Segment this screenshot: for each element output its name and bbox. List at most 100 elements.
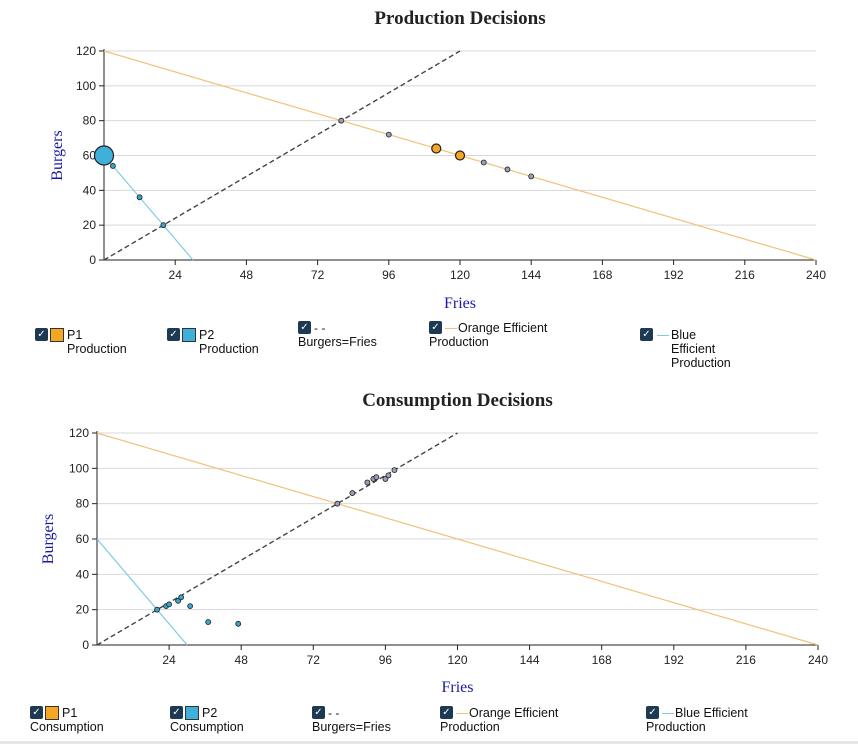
- checkbox-p1-consumption[interactable]: ✓: [30, 706, 43, 719]
- bottom-divider: [0, 741, 858, 744]
- legend-label: P2 Consumption: [170, 706, 244, 734]
- y-tick-label: 0: [82, 638, 89, 652]
- y-tick-label: 100: [69, 461, 89, 475]
- x-tick-label: 144: [520, 653, 540, 667]
- checkbox-burgers-fries[interactable]: ✓: [298, 321, 311, 334]
- p1-point: [364, 479, 371, 486]
- p2-point: [187, 603, 194, 610]
- legend-p2-production[interactable]: ✓ P2 Production: [167, 328, 259, 356]
- x-tick-label: 72: [307, 653, 321, 667]
- x-tick-label: 168: [592, 268, 612, 282]
- legend-swatch-orange: [50, 328, 64, 342]
- y-tick-label: 80: [83, 114, 97, 128]
- x-tick-label: 48: [240, 268, 254, 282]
- checkbox-burgers-fries-2[interactable]: ✓: [312, 706, 325, 719]
- checkbox-p2-consumption[interactable]: ✓: [170, 706, 183, 719]
- p1-point: [454, 150, 466, 161]
- y-tick-label: 40: [83, 183, 97, 197]
- p1-point: [349, 490, 356, 496]
- x-tick-label: 192: [664, 653, 684, 667]
- legend-p2-consumption[interactable]: ✓ P2 Consumption: [170, 706, 265, 734]
- legend-label: Blue Efficient Production: [646, 706, 748, 734]
- p2-point: [205, 619, 212, 625]
- p1-point: [385, 472, 392, 479]
- x-tick-label: 192: [664, 268, 684, 282]
- legend-burgers-fries-2[interactable]: ✓ - - Burgers=Fries: [312, 706, 391, 734]
- y-tick-label: 20: [83, 218, 97, 232]
- y-tick-label: 60: [83, 149, 97, 163]
- p1-point: [431, 143, 442, 154]
- p1-point: [504, 166, 511, 173]
- blue-efficient-line: [103, 155, 194, 261]
- x-tick-label: 216: [736, 653, 756, 667]
- p2-point: [154, 606, 160, 613]
- x-tick-label: 24: [169, 268, 183, 282]
- chart-title: Production Decisions: [374, 8, 545, 29]
- legend-blue-efficient-2[interactable]: ✓ Blue Efficient Production: [646, 706, 786, 734]
- x-tick-label: 120: [450, 268, 470, 282]
- y-axis-label: Burgers: [40, 514, 57, 564]
- legend-label: P1 Production: [67, 328, 127, 356]
- y-axis-label: Burgers: [49, 130, 66, 180]
- legend-p1-production[interactable]: ✓ P1 Production: [35, 328, 127, 356]
- legend-blue-efficient[interactable]: ✓ Blue Efficient Production: [640, 328, 731, 370]
- p2-point: [178, 594, 185, 601]
- y-tick-label: 100: [76, 79, 96, 93]
- legend-burgers-fries[interactable]: ✓ - - Burgers=Fries: [298, 321, 377, 349]
- legend-label: P2 Production: [199, 328, 259, 356]
- consumption-chart: 0 20 40 60 80 100 120 24 48 72 96 120 144 168 192 216 24…: [40, 390, 828, 696]
- blue-line-icon: [662, 713, 674, 714]
- legend-swatch-orange: [45, 706, 59, 720]
- p1-point: [391, 467, 398, 474]
- p2-point: [136, 194, 143, 201]
- p2-point: [166, 601, 173, 608]
- p1-point: [480, 159, 487, 166]
- chart-title: Consumption Decisions: [362, 390, 553, 411]
- x-tick-label: 96: [379, 653, 393, 667]
- y-tick-label: 60: [76, 532, 90, 546]
- y-tick-label: 120: [76, 44, 96, 58]
- x-tick-label: 120: [447, 653, 467, 667]
- orange-line-icon: [445, 328, 457, 329]
- dashed-line-icon: - -: [328, 706, 340, 720]
- x-axis-label: Fries: [444, 295, 476, 312]
- x-tick-label: 240: [806, 268, 826, 282]
- production-chart: 0 20 40 60 80 100 120 24 48 72 96 120 144 168 192 216 24…: [49, 8, 826, 312]
- x-tick-label: 96: [382, 268, 396, 282]
- p2-point: [235, 620, 242, 627]
- checkbox-p2-production[interactable]: ✓: [167, 328, 180, 341]
- legend-orange-efficient-2[interactable]: ✓ Orange Efficient Production: [440, 706, 600, 734]
- p2-point: [93, 145, 115, 166]
- orange-line-icon: [456, 713, 468, 714]
- x-tick-label: 24: [162, 653, 176, 667]
- checkbox-blue-efficient-2[interactable]: ✓: [646, 706, 659, 719]
- y-tick-label: 120: [69, 426, 89, 440]
- legend-label: Burgers=Fries: [312, 720, 391, 734]
- orange-efficient-line: [96, 432, 819, 646]
- x-tick-label: 216: [735, 268, 755, 282]
- checkbox-orange-efficient[interactable]: ✓: [429, 321, 442, 334]
- y-tick-label: 0: [89, 253, 96, 267]
- legend-orange-efficient[interactable]: ✓ Orange Efficient Production: [429, 321, 579, 349]
- dashed-line-icon: - -: [314, 321, 326, 335]
- p2-point: [110, 163, 116, 169]
- p1-point: [338, 117, 345, 124]
- checkbox-blue-efficient[interactable]: ✓: [640, 328, 653, 341]
- p1-point: [528, 173, 535, 180]
- p1-point: [334, 500, 341, 507]
- checkbox-orange-efficient-2[interactable]: ✓: [440, 706, 453, 719]
- y-tick-label: 40: [76, 567, 90, 581]
- x-tick-label: 72: [311, 268, 325, 282]
- legend-p1-consumption[interactable]: ✓ P1 Consumption: [30, 706, 125, 734]
- legend-label: Burgers=Fries: [298, 335, 377, 349]
- x-tick-label: 144: [521, 268, 541, 282]
- x-tick-label: 168: [592, 653, 612, 667]
- legend-label: P1 Consumption: [30, 706, 104, 734]
- checkbox-p1-production[interactable]: ✓: [35, 328, 48, 341]
- p1-point: [373, 474, 380, 481]
- blue-efficient-line: [96, 538, 188, 646]
- blue-line-icon: [657, 335, 669, 336]
- legend-swatch-blue: [182, 328, 196, 342]
- p2-point: [160, 222, 167, 229]
